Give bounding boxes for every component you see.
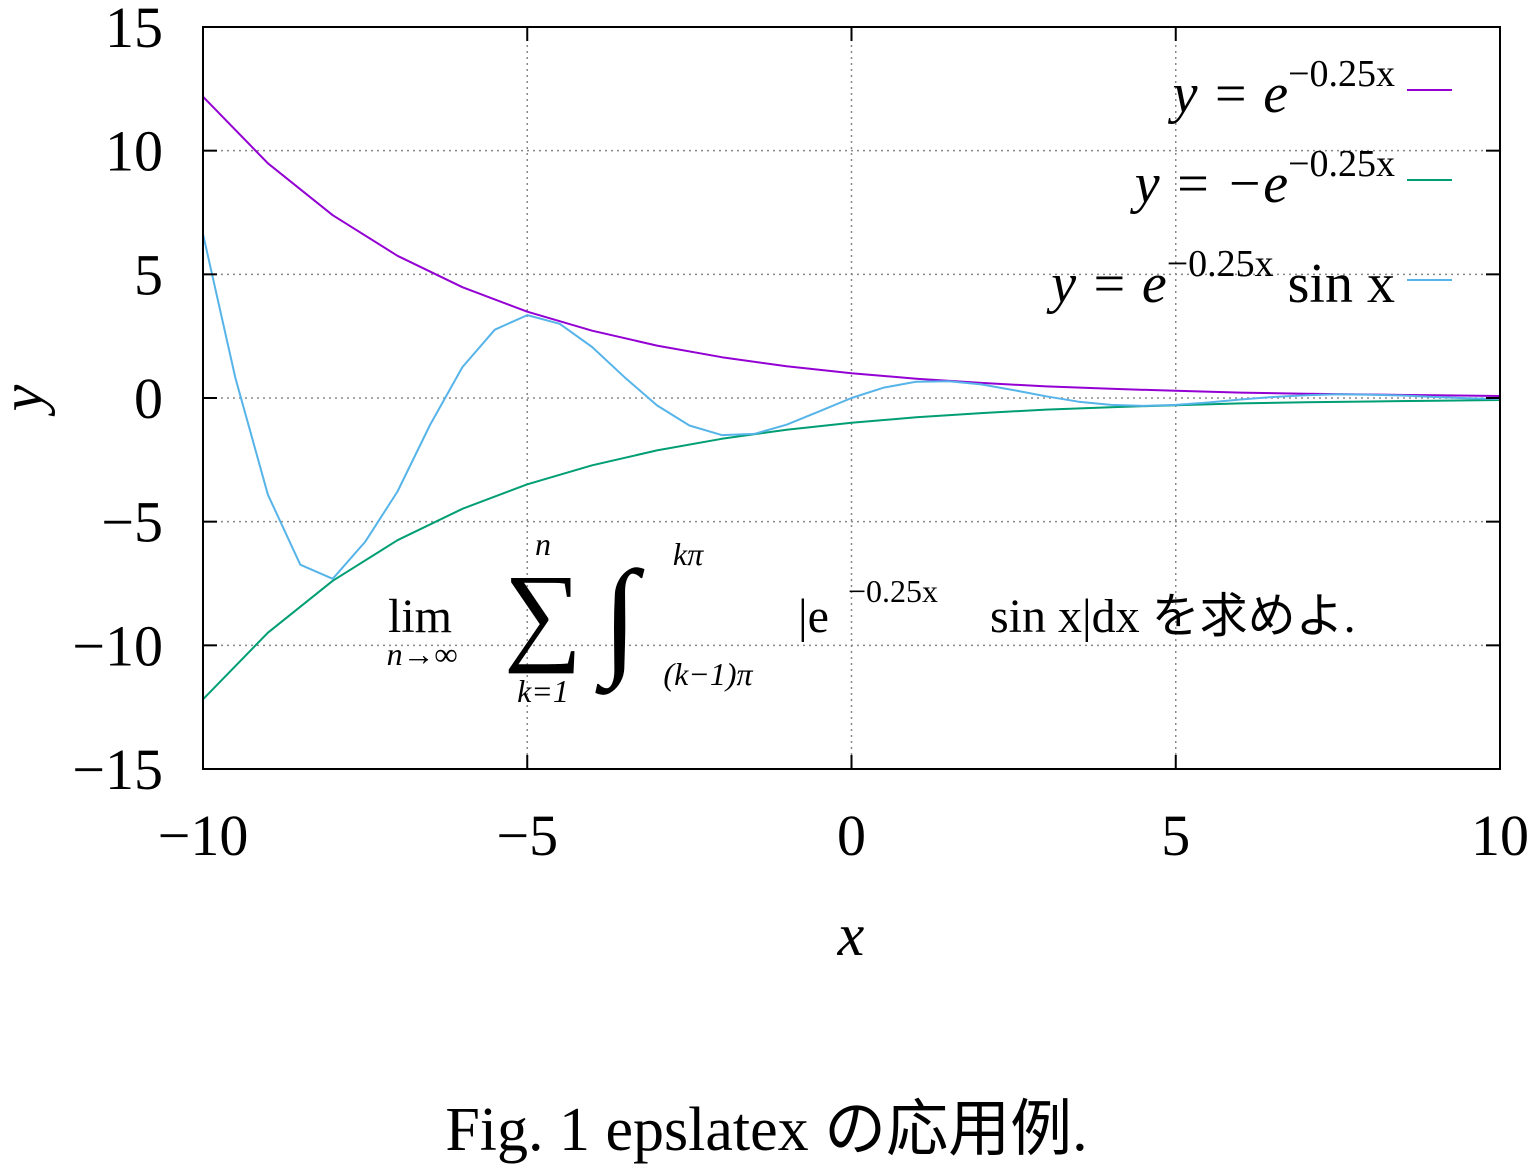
- annotation-formula: lim n→∞ n ∑ k=1 ∫ kπ (k−1)π |e −0.25x si…: [387, 526, 1356, 709]
- x-tick-label: 10: [1471, 803, 1529, 868]
- annotation-integrand: |e: [798, 590, 829, 643]
- annotation-int-top: kπ: [673, 536, 704, 572]
- x-tick-label: −5: [496, 803, 558, 868]
- annotation-integrand-tail: sin x|dx を求めよ.: [990, 590, 1356, 643]
- grid-lines: [203, 27, 1500, 769]
- y-tick-label: −5: [101, 490, 163, 555]
- legend-label: y = e−0.25x: [1168, 53, 1395, 125]
- annotation-lim: lim: [388, 590, 452, 643]
- y-tick-label: 15: [105, 0, 163, 60]
- annotation-integrand-sup: −0.25x: [848, 573, 938, 609]
- legend: y = e−0.25x y = −e−0.25x y = e−0.25x sin x: [1046, 53, 1452, 315]
- y-axis-label: y: [0, 384, 55, 417]
- y-tick-label: 0: [134, 366, 163, 431]
- legend-label: y = −e−0.25x: [1130, 143, 1395, 215]
- legend-entry-3: y = e−0.25x sin x: [1046, 243, 1452, 315]
- y-tick-label: 5: [134, 242, 163, 307]
- annotation-sum: ∑: [504, 552, 582, 674]
- annotation-sum-bottom: k=1: [517, 673, 569, 709]
- tick-marks: [202, 26, 1501, 770]
- x-tick-label: 5: [1161, 803, 1190, 868]
- annotation-int-bottom: (k−1)π: [663, 656, 753, 692]
- legend-entry-2: y = −e−0.25x: [1130, 143, 1452, 215]
- x-tick-label: −10: [158, 803, 249, 868]
- annotation-lim-sub: n→∞: [387, 636, 458, 672]
- x-tick-label: 0: [837, 803, 866, 868]
- series-line-1: [202, 96, 1501, 397]
- y-tick-label: 10: [105, 119, 163, 184]
- figure-caption: Fig. 1 epslatex の応用例.: [445, 1096, 1088, 1164]
- annotation-sum-top: n: [535, 526, 551, 562]
- series-lines: [202, 96, 1501, 700]
- x-axis-label: x: [837, 902, 865, 968]
- y-tick-label: −15: [72, 737, 163, 802]
- y-tick-label: −10: [72, 613, 163, 678]
- series-line-3: [202, 233, 1501, 580]
- legend-label: y = e−0.25x sin x: [1046, 243, 1395, 315]
- series-line-2: [202, 399, 1501, 700]
- legend-entry-1: y = e−0.25x: [1168, 53, 1452, 125]
- annotation-integral: ∫: [594, 545, 644, 695]
